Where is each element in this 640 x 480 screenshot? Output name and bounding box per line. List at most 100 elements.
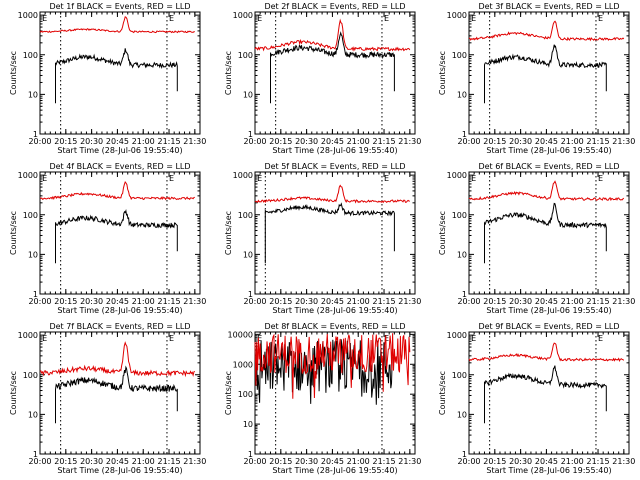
x-tick-label: 20:45: [106, 137, 129, 146]
plot-frame: [254, 11, 416, 135]
x-tick-label: 20:15: [54, 297, 77, 306]
x-tick-label: 20:00: [243, 137, 266, 146]
series-line-events: [484, 202, 607, 264]
plot-frame: [39, 331, 201, 455]
y-axis-label: Counts/sec: [9, 371, 18, 415]
x-axis-label: Start Time (28-Jul-06 19:55:40): [486, 466, 611, 475]
y-tick-label: 1: [33, 450, 38, 459]
e-marker-label: E: [471, 14, 476, 23]
y-tick-label: 1000: [18, 11, 38, 20]
panel-det-6: Det 6f BLACK = Events, RED = LLD 1 10 100 10…: [438, 162, 635, 315]
panel-det-4: Det 4f BLACK = Events, RED = LLD 1 10 100 10…: [9, 162, 206, 315]
x-tick-label: 20:45: [106, 297, 129, 306]
series-line-events: [270, 31, 395, 104]
y-tick-label: 100: [238, 390, 253, 399]
e-marker-label: E: [384, 334, 389, 343]
x-tick-label: 21:30: [183, 457, 206, 466]
panel-title: Det 3f BLACK = Events, RED = LLD: [478, 2, 619, 11]
x-tick-label: 20:45: [535, 457, 558, 466]
x-tick-label: 20:00: [28, 457, 51, 466]
series-line-lld: [39, 341, 195, 378]
panel-title: Det 5f BLACK = Events, RED = LLD: [264, 162, 405, 171]
x-tick-label: 20:45: [535, 297, 558, 306]
y-tick-label: 1: [33, 290, 38, 299]
y-tick-label: 1000: [447, 331, 467, 340]
plot-frame: [468, 171, 630, 295]
panel-det-5: Det 5f BLACK = Events, RED = LLD 1 10 100 10…: [224, 162, 421, 315]
x-tick-label: 20:30: [295, 297, 318, 306]
x-tick-label: 21:15: [587, 297, 610, 306]
x-tick-label: 20:30: [80, 137, 103, 146]
y-tick-label: 10: [457, 250, 467, 259]
e-marker-label: E: [257, 174, 262, 183]
x-tick-label: 21:15: [373, 137, 396, 146]
x-tick-label: 21:30: [612, 457, 635, 466]
x-axis-label: Start Time (28-Jul-06 19:55:40): [272, 306, 397, 315]
e-marker-label: E: [42, 14, 47, 23]
y-tick-label: 1: [462, 450, 467, 459]
x-tick-label: 20:45: [321, 137, 344, 146]
y-axis-label: Counts/sec: [224, 211, 233, 255]
y-tick-label: 1: [248, 130, 253, 139]
x-tick-label: 21:00: [347, 457, 370, 466]
y-tick-label: 1000: [233, 11, 253, 20]
panel-det-7: Det 7f BLACK = Events, RED = LLD 1 10 100 10…: [9, 322, 206, 475]
y-tick-label: 1: [33, 130, 38, 139]
series-line-events: [55, 209, 178, 264]
y-tick-label: 1000: [233, 360, 253, 369]
series-line-lld: [254, 18, 411, 52]
y-tick-label: 100: [23, 211, 38, 220]
x-tick-label: 20:45: [106, 457, 129, 466]
x-tick-label: 21:30: [398, 297, 421, 306]
x-axis-label: Start Time (28-Jul-06 19:55:40): [272, 466, 397, 475]
e-marker-label: E: [598, 14, 603, 23]
panel-title: Det 7f BLACK = Events, RED = LLD: [49, 322, 190, 331]
panel-det-3: Det 3f BLACK = Events, RED = LLD 1 10 100 10…: [438, 2, 635, 155]
x-tick-label: 21:15: [373, 297, 396, 306]
panel-det-9: Det 9f BLACK = Events, RED = LLD 1 10 100 10…: [438, 322, 635, 475]
x-tick-label: 21:15: [158, 297, 181, 306]
x-tick-label: 21:00: [347, 297, 370, 306]
e-marker-label: E: [471, 174, 476, 183]
panel-det-1: Det 1f BLACK = Events, RED = LLD 1 10 100 10…: [9, 2, 206, 155]
plot-frame: [468, 11, 630, 135]
plot-frame: [39, 11, 201, 135]
panel-title: Det 6f BLACK = Events, RED = LLD: [478, 162, 619, 171]
e-marker-label: E: [598, 334, 603, 343]
panel-det-2: Det 2f BLACK = Events, RED = LLD 1 10 100 10…: [224, 2, 421, 155]
y-tick-label: 10: [243, 420, 253, 429]
series-line-lld: [254, 184, 410, 204]
plot-frame: [254, 331, 416, 455]
x-tick-label: 20:15: [483, 457, 506, 466]
y-axis-label: Counts/sec: [224, 371, 233, 415]
x-axis-label: Start Time (28-Jul-06 19:55:40): [57, 146, 182, 155]
x-tick-label: 20:15: [483, 137, 506, 146]
y-tick-label: 1000: [447, 171, 467, 180]
y-tick-label: 100: [23, 51, 38, 60]
y-axis-label: Counts/sec: [224, 51, 233, 95]
x-tick-label: 20:30: [80, 297, 103, 306]
y-tick-label: 10: [457, 410, 467, 419]
x-tick-label: 21:00: [561, 137, 584, 146]
y-tick-label: 100: [452, 371, 467, 380]
series-line-lld: [39, 16, 195, 34]
y-tick-label: 100: [238, 211, 253, 220]
series-line-events: [55, 365, 178, 424]
x-tick-label: 20:15: [269, 457, 292, 466]
x-tick-label: 20:00: [28, 297, 51, 306]
e-marker-label: E: [42, 174, 47, 183]
x-tick-label: 20:45: [321, 457, 344, 466]
e-marker-label: E: [257, 334, 262, 343]
panel-title: Det 2f BLACK = Events, RED = LLD: [264, 2, 405, 11]
x-tick-label: 20:45: [321, 297, 344, 306]
e-marker-label: E: [471, 334, 476, 343]
panel-title: Det 1f BLACK = Events, RED = LLD: [49, 2, 190, 11]
series-line-events: [55, 48, 178, 104]
x-tick-label: 20:30: [295, 137, 318, 146]
y-tick-label: 100: [238, 51, 253, 60]
x-axis-label: Start Time (28-Jul-06 19:55:40): [486, 306, 611, 315]
e-marker-label: E: [257, 14, 262, 23]
series-line-lld: [254, 333, 411, 399]
panel-title: Det 9f BLACK = Events, RED = LLD: [478, 322, 619, 331]
x-tick-label: 20:15: [483, 297, 506, 306]
